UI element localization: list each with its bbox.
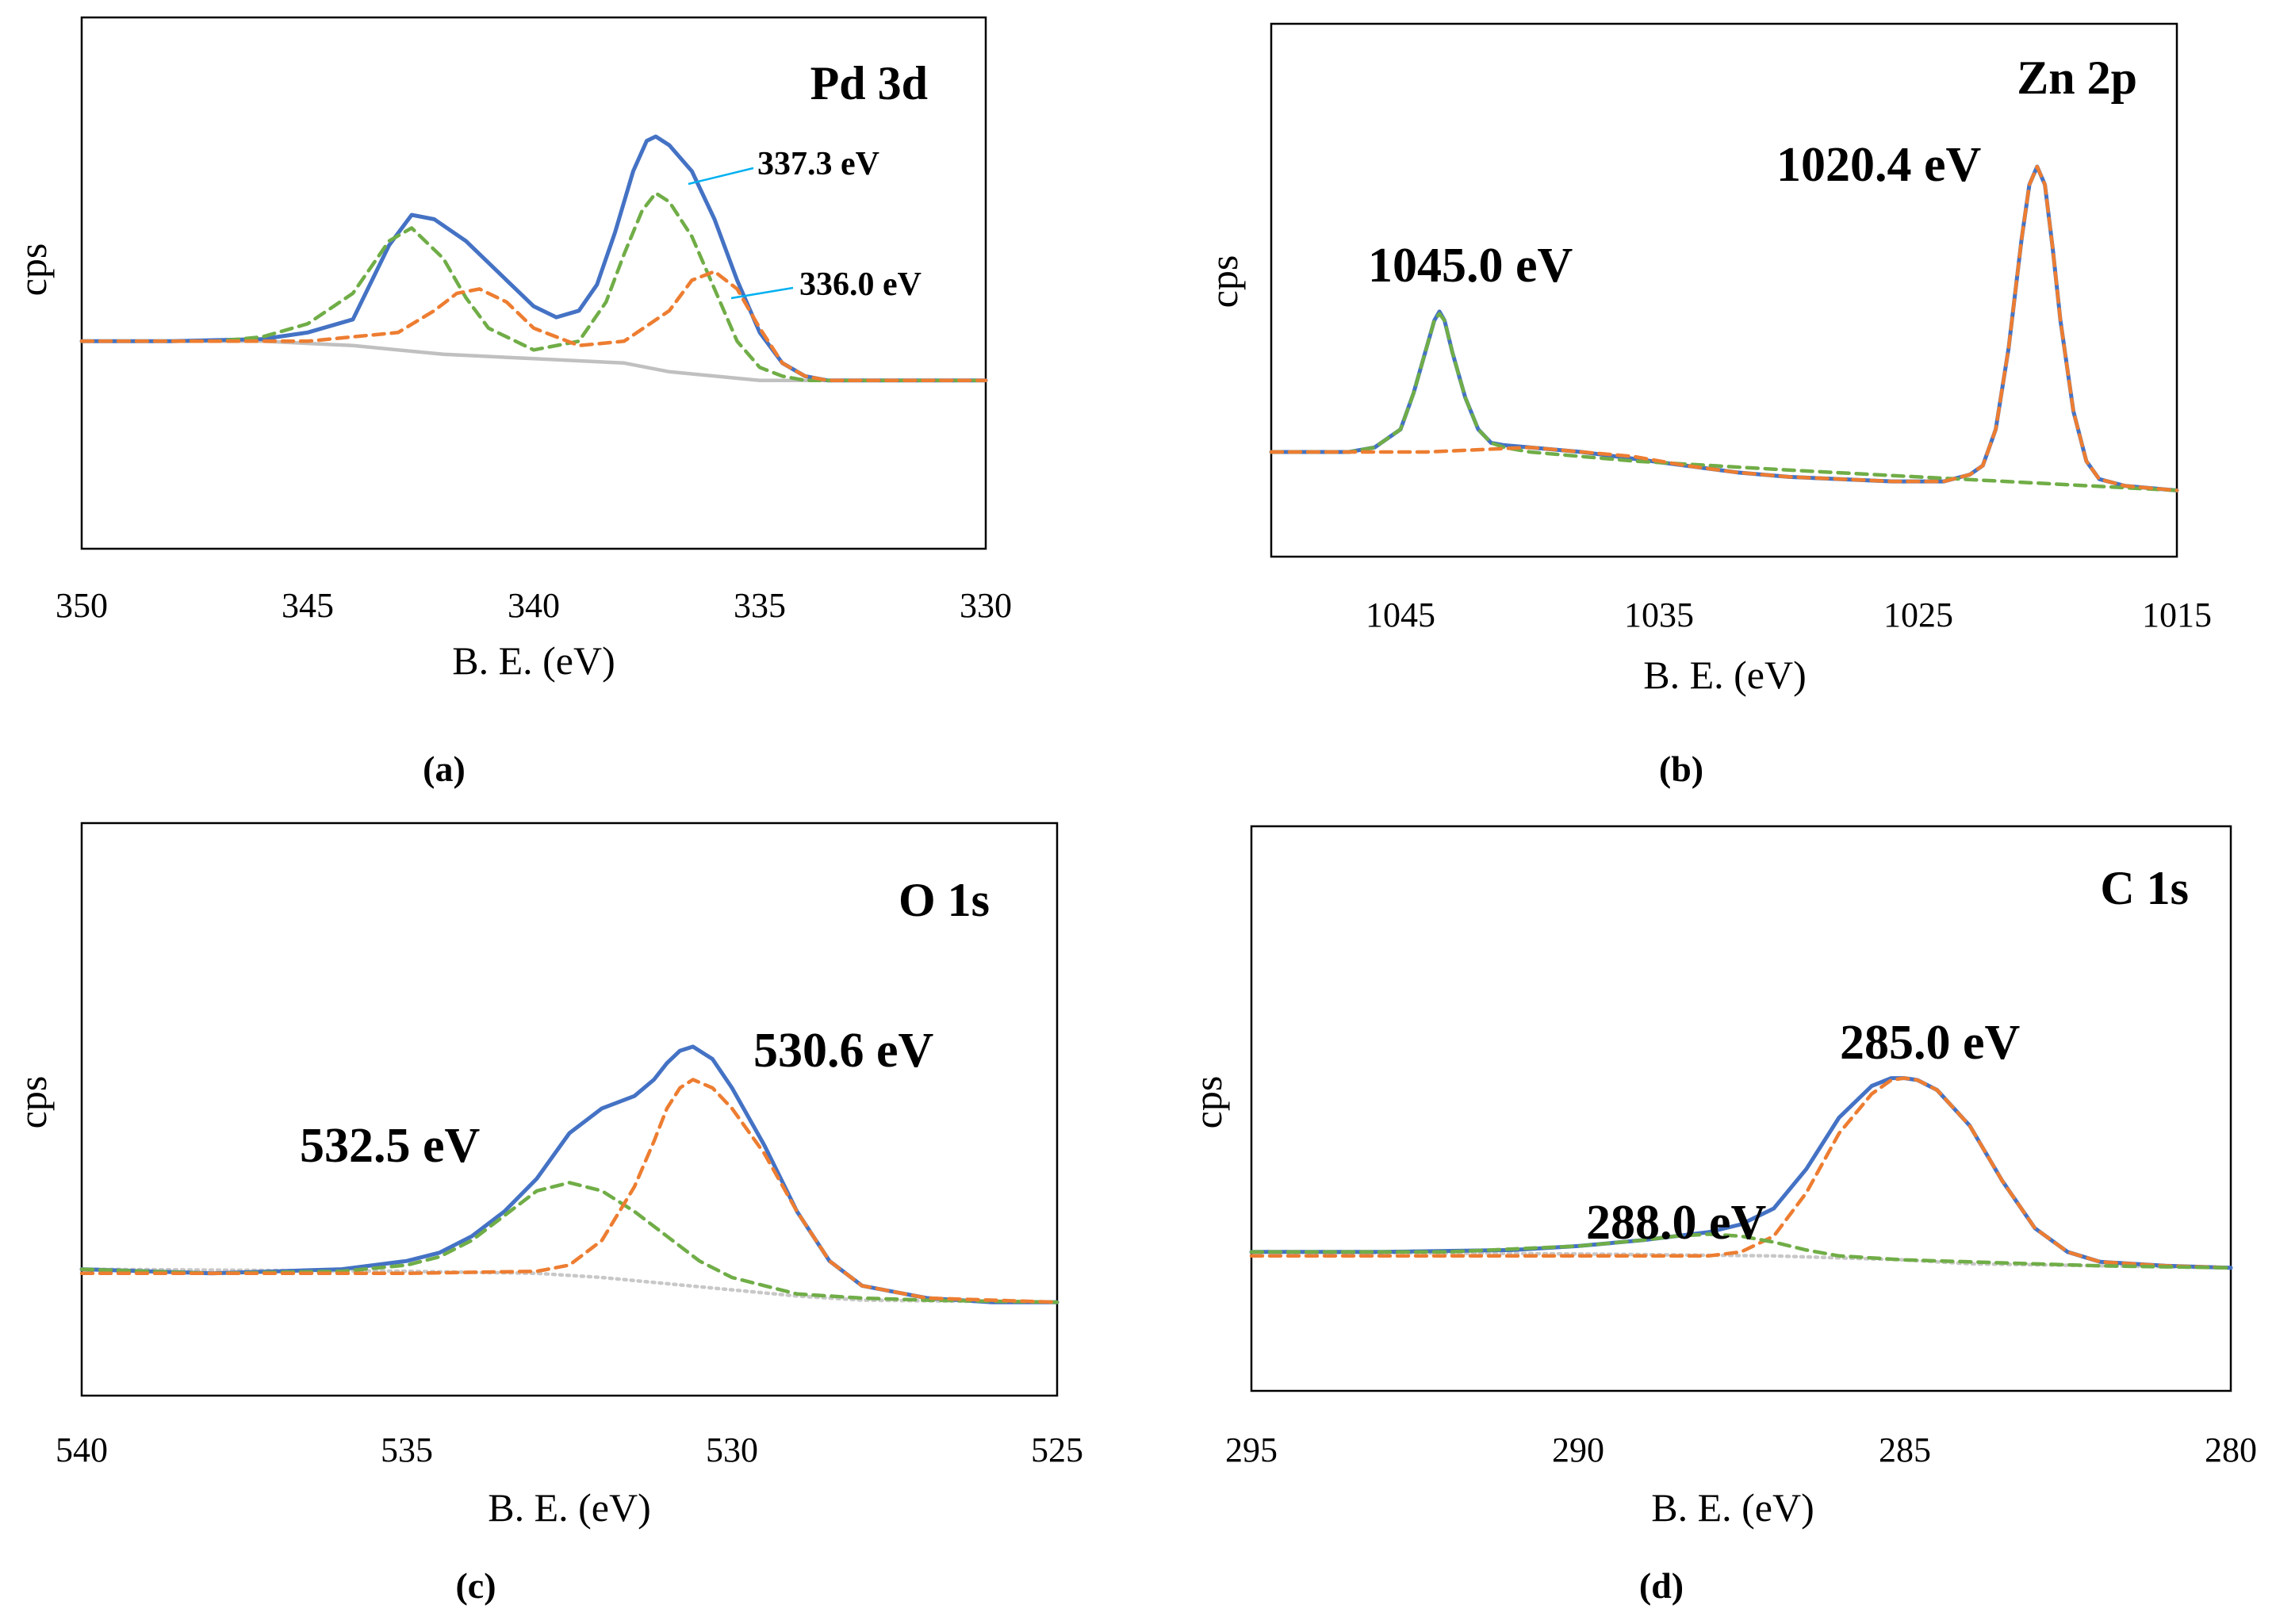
panel-b-x-axis-title: B. E. (eV): [1643, 653, 1807, 697]
panel-a-series-pd-3d3-2-337-3: [79, 191, 988, 382]
panel-b-caption: (b): [1659, 749, 1703, 789]
panel-a-x-tick: 335: [734, 586, 786, 625]
panel-a-peak-label: 336.0 eV: [799, 266, 922, 303]
panel-d-plot-frame: [1250, 825, 2232, 1392]
panel-b-series-zn-2p1-2: [1269, 312, 2179, 492]
panel-a-plot-frame: [80, 16, 987, 550]
panel-d-y-axis-title: cps: [1186, 1076, 1230, 1129]
panel-c-x-tick: 540: [56, 1431, 108, 1469]
panel-d-x-tick: 295: [1225, 1431, 1278, 1469]
panel-a-x-tick: 340: [508, 586, 560, 625]
panel-b-title: Zn 2p: [2017, 52, 2137, 104]
panel-b-x-tick: 1025: [1883, 596, 1953, 634]
panel-a-leader-line: [688, 167, 754, 186]
panel-a-y-axis-title: cps: [10, 243, 55, 297]
panel-c-series-measured: [79, 1044, 1059, 1304]
panel-c-series-o-1s-532-5: [79, 1181, 1059, 1304]
panel-a-leader-line: [730, 286, 794, 300]
panel-c-y-axis-title: cps: [10, 1076, 55, 1129]
panel-b-peak-label: 1045.0 eV: [1368, 239, 1573, 293]
panel-c-peak-label: 530.6 eV: [753, 1024, 934, 1078]
panel-a-series-group: [79, 134, 988, 383]
panel-c-x-ticks: 540 535 530 525: [56, 1431, 1083, 1469]
panel-b-x-ticks: 1045 1035 1025 1015: [1366, 596, 2212, 634]
panel-d-title: C 1s: [2100, 862, 2189, 914]
panel-c-x-axis-title: B. E. (eV): [488, 1485, 651, 1530]
panel-b-series-zn-2p3-2: [1269, 164, 2179, 492]
panel-d-series-c-1s-285-0: [1249, 1076, 2233, 1270]
panel-d-x-tick: 280: [2205, 1431, 2257, 1469]
panel-c-title: O 1s: [899, 874, 990, 926]
panel-d-x-ticks: 295 290 285 280: [1225, 1431, 2257, 1469]
panel-c-x-tick: 530: [706, 1431, 758, 1469]
panel-a: 350 345 340 335 330 B. E. (eV) cps Pd 3d…: [10, 16, 1012, 789]
panel-d-series-c-1s-288-0: [1249, 1232, 2233, 1270]
panel-a-caption: (a): [423, 749, 466, 789]
panel-a-series-background: [79, 339, 988, 382]
panel-b-y-axis-title: cps: [1201, 255, 1246, 308]
panel-c-peak-label: 532.5 eV: [300, 1119, 481, 1173]
panel-d-peak-label: 285.0 eV: [1840, 1016, 2021, 1070]
panel-a-x-tick: 350: [56, 586, 108, 625]
panel-d-series-group: [1249, 1076, 2233, 1270]
panel-c: 540 535 530 525 B. E. (eV) cps O 1s 532.…: [10, 822, 1083, 1606]
panel-b-series-group: [1269, 164, 2179, 492]
panel-c-caption: (c): [455, 1565, 496, 1606]
panel-a-peak-label: 337.3 eV: [757, 146, 879, 182]
panel-b: 1045 1035 1025 1015 B. E. (eV) cps Zn 2p…: [1201, 22, 2212, 789]
panel-c-x-tick: 535: [381, 1431, 433, 1469]
panel-a-x-ticks: 350 345 340 335 330: [56, 586, 1012, 625]
panel-d-x-tick: 285: [1879, 1431, 1931, 1469]
panel-c-x-tick: 525: [1031, 1431, 1083, 1469]
panel-c-plot-frame: [80, 822, 1059, 1397]
panel-a-x-axis-title: B. E. (eV): [452, 638, 615, 683]
panel-b-peak-label: 1020.4 eV: [1776, 138, 1982, 192]
panel-b-x-tick: 1015: [2142, 596, 2212, 634]
panel-a-x-tick: 345: [282, 586, 334, 625]
panel-d-x-axis-title: B. E. (eV): [1651, 1485, 1814, 1530]
panel-c-series-background: [79, 1267, 1059, 1304]
panel-a-x-tick: 330: [960, 586, 1012, 625]
panel-d-peak-label: 288.0 eV: [1586, 1196, 1767, 1250]
panel-b-plot-frame: [1270, 22, 2178, 558]
panel-a-title: Pd 3d: [810, 57, 928, 109]
panel-c-series-group: [79, 1044, 1059, 1304]
panel-d: 295 290 285 280 B. E. (eV) cps C 1s 288.…: [1186, 825, 2257, 1606]
panel-b-series-measured: [1269, 164, 2179, 492]
panel-d-caption: (d): [1639, 1565, 1684, 1606]
panel-b-x-tick: 1035: [1624, 596, 1694, 634]
panel-b-x-tick: 1045: [1366, 596, 1435, 634]
panel-a-series-pd-3d3-2-336-0: [79, 270, 988, 382]
panel-d-x-tick: 290: [1552, 1431, 1604, 1469]
panel-c-series-o-1s-530-6: [79, 1078, 1059, 1304]
